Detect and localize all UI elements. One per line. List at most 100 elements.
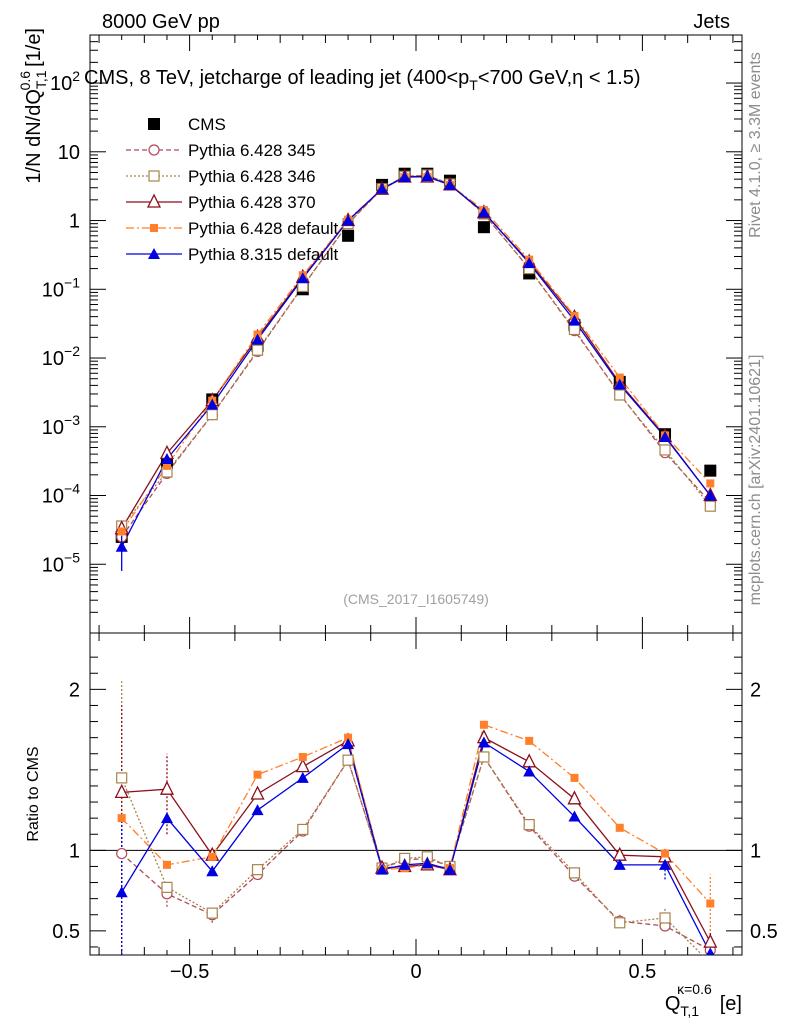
ratio-series-point-4 xyxy=(160,812,173,824)
main-series-point-4 xyxy=(477,206,490,218)
x-tick-label: 0 xyxy=(410,961,421,983)
x-tick-label: −0.5 xyxy=(170,961,209,983)
x-axis-label-sup: κ=0.6 xyxy=(677,981,712,997)
main-series-point-4 xyxy=(251,333,264,345)
ratio-series-point-1 xyxy=(705,958,715,968)
ratio-series-point-2 xyxy=(114,783,129,799)
ratio-series-point-4 xyxy=(376,863,389,875)
ratio-series-point-1 xyxy=(614,917,626,929)
main-y-tick-label-exp: −2 xyxy=(64,343,80,359)
header-right: Jets xyxy=(693,11,730,33)
main-series-point-4 xyxy=(421,170,434,182)
ratio-plot-frame xyxy=(89,632,743,956)
cms-data-point xyxy=(342,229,355,242)
main-series-point-4 xyxy=(704,489,717,501)
main-y-tick-label-exp: −5 xyxy=(64,549,80,565)
main-series-point-1 xyxy=(206,409,218,421)
legend: CMS Pythia 6.428 345 Pythia 6.428 346 Pythi… xyxy=(126,115,339,264)
legend-label: Pythia 8.315 default xyxy=(188,245,339,264)
main-y-tick-label-base: 10 xyxy=(50,73,72,95)
side-caption-bottom: mcplots.cern.ch [arXiv:2401.10621] xyxy=(747,355,764,606)
x-axis-label-unit: [e] xyxy=(720,993,742,1015)
ratio-series-point-1 xyxy=(161,881,173,893)
main-y-axis-label: 1/N dN/dQT,10.6[1/e] xyxy=(17,28,49,184)
ratio-series-point-0 xyxy=(116,847,128,860)
main-series-point-4 xyxy=(659,430,672,442)
main-series-point-1 xyxy=(704,500,716,512)
main-series-point-4 xyxy=(398,170,411,182)
ratio-series-line-4 xyxy=(121,741,711,954)
legend-marker xyxy=(148,170,160,182)
ratio-series-point-3 xyxy=(661,849,670,858)
main-y-tick-label: 10−4 xyxy=(42,481,80,508)
ratio-series-point-4 xyxy=(296,771,309,783)
ratio-series-line-0 xyxy=(121,755,711,951)
ratio-series-point-1 xyxy=(116,772,128,784)
main-y-axis-label-unit: [1/e] xyxy=(23,28,45,67)
ratio-series-point-4 xyxy=(523,765,536,777)
ratio-series-group xyxy=(114,681,718,968)
legend-label: Pythia 6.428 370 xyxy=(188,193,316,212)
ratio-series-point-3 xyxy=(298,752,307,761)
ratio-series-point-4 xyxy=(115,886,128,898)
main-series-point-4 xyxy=(443,178,456,190)
ratio-series-point-2 xyxy=(295,758,310,773)
ratio-series-point-1 xyxy=(206,907,218,919)
ratio-y-tick-label: 2 xyxy=(69,679,80,701)
legend-marker xyxy=(150,224,158,232)
ratio-series-point-1 xyxy=(523,818,535,831)
ratio-series-point-2 xyxy=(522,753,537,768)
main-series-point-1 xyxy=(568,323,581,336)
ratio-series-line-2 xyxy=(121,736,711,943)
ratio-plot-ticks: 0.5 0.5 1 1 2 2 −0.5 0 0.5 xyxy=(52,656,778,983)
ratio-plot-series xyxy=(114,681,718,968)
ratio-series-point-1 xyxy=(342,754,354,766)
ratio-series-point-3 xyxy=(117,814,126,823)
ratio-series-point-3 xyxy=(706,899,715,908)
main-series-point-3 xyxy=(162,461,171,470)
main-y-tick-label-base: 10 xyxy=(42,554,64,576)
ratio-series-point-3 xyxy=(162,860,171,869)
ratio-y-tick-label-right: 2 xyxy=(750,679,761,701)
legend-label: Pythia 6.428 345 xyxy=(188,141,316,160)
ratio-series-point-4 xyxy=(398,858,411,870)
legend-label: Pythia 6.428 default xyxy=(188,219,339,238)
ratio-series-point-4 xyxy=(342,738,355,750)
x-tick-label: 0.5 xyxy=(628,961,656,983)
main-y-tick-label-base: 10 xyxy=(42,486,64,508)
ratio-series-line-1 xyxy=(121,755,704,955)
main-series-point-4 xyxy=(568,314,581,326)
main-y-axis-label-sub: T,1 xyxy=(33,70,49,89)
legend-marker xyxy=(148,144,160,156)
x-axis-label: QT,1κ=0.6[e] xyxy=(665,981,742,1019)
reference-label: (CMS_2017_I1605749) xyxy=(343,591,489,607)
plot-title-sub: T xyxy=(469,77,478,93)
ratio-y-tick-label-right: 0.5 xyxy=(750,921,778,943)
cms-data-point xyxy=(477,221,490,234)
main-y-tick-label: 10−1 xyxy=(42,274,80,301)
ratio-series-point-4 xyxy=(251,804,264,816)
main-y-tick-label-base: 10 xyxy=(42,348,64,370)
ratio-series-point-4 xyxy=(706,947,715,955)
side-caption-top: Rivet 4.1.0, ≥ 3.3M events xyxy=(747,52,764,238)
main-y-tick-label-base: 10 xyxy=(42,279,64,301)
ratio-series-point-1 xyxy=(478,751,490,763)
ratio-y-tick-label: 0.5 xyxy=(52,921,80,943)
main-series-point-1 xyxy=(614,389,626,401)
ratio-y-axis-label: Ratio to CMS xyxy=(25,746,42,841)
ratio-series-point-4 xyxy=(443,863,456,875)
legend-label: Pythia 6.428 346 xyxy=(188,167,316,186)
main-y-tick-label-exp: −1 xyxy=(64,274,80,290)
main-y-tick-label: 102 xyxy=(50,68,80,95)
cms-data-point xyxy=(704,464,717,477)
ratio-series-point-3 xyxy=(615,823,624,832)
main-series-point-1 xyxy=(659,444,671,456)
ratio-series-point-3 xyxy=(344,733,353,742)
main-series-point-4 xyxy=(523,257,536,269)
main-series-point-4 xyxy=(296,272,309,284)
x-axis-label-sub: T,1 xyxy=(680,1003,699,1019)
ratio-series-point-2 xyxy=(567,790,582,805)
ratio-series-point-4 xyxy=(568,810,581,822)
legend-marker-cms xyxy=(148,118,160,130)
